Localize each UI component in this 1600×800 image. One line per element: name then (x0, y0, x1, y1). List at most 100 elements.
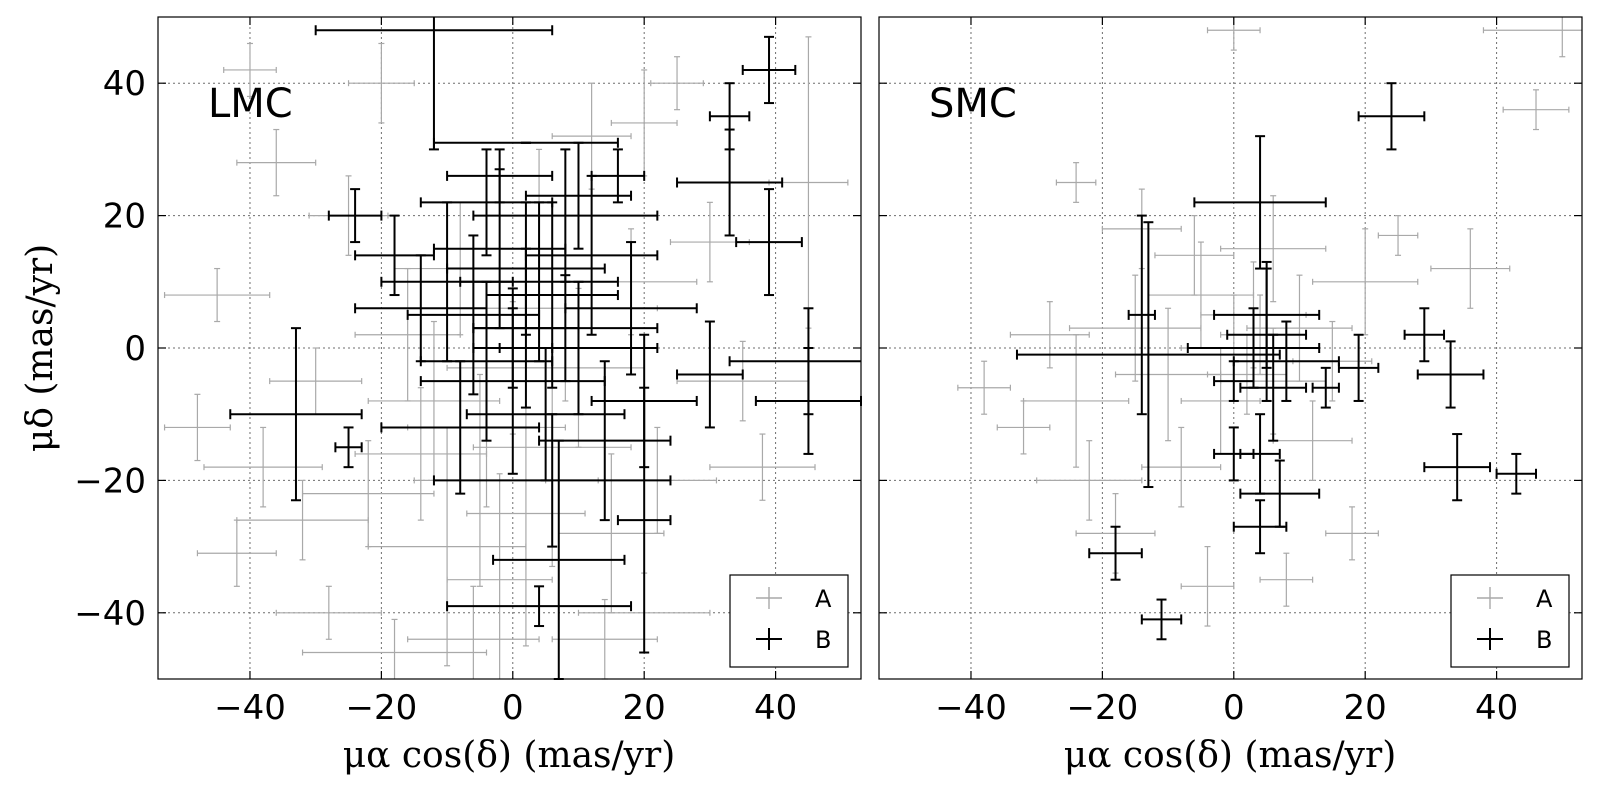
smc-legend-symbol-b (1477, 628, 1503, 650)
lmc-legend-label-a: A (815, 585, 832, 613)
lmc-point-b-11 (676, 320, 744, 429)
lmc-y-tick-label: 0 (124, 329, 146, 369)
lmc-point-b-8 (334, 426, 363, 469)
lmc-point-a-1 (236, 128, 317, 197)
smc-point-a-20 (1180, 545, 1235, 627)
smc-x-tick-label: 20 (1344, 688, 1387, 728)
smc-point-b-0 (1357, 82, 1426, 151)
lmc-point-a-38 (163, 393, 231, 462)
smc-point-a-1 (996, 400, 1051, 455)
lmc-point-b-26 (446, 585, 633, 628)
lmc-x-tick-label: 40 (754, 688, 797, 728)
lmc-point-b-15 (406, 234, 541, 396)
lmc-point-b-2 (741, 35, 797, 105)
smc-legend: A B (1450, 574, 1570, 668)
lmc-point-b-39 (472, 274, 659, 383)
smc-x-tick-label: 40 (1475, 688, 1518, 728)
smc-point-b-12 (1495, 452, 1538, 495)
smc-point-a-22 (1325, 506, 1379, 561)
lmc-legend-symbol-b (756, 628, 782, 650)
lmc-point-b-10 (728, 307, 861, 416)
smc-x-tick-label: 0 (1223, 688, 1245, 728)
lmc-panel: −40 −20 0 20 40 −40 −20 0 20 40 LMC A B (74, 16, 862, 728)
lmc-point-a-26 (709, 433, 816, 501)
smc-point-a-3 (1068, 274, 1202, 382)
smc-point-a-19 (1036, 440, 1143, 521)
smc-point-b-16 (1232, 499, 1288, 555)
lmc-ticks: −40 −20 0 20 40 −40 −20 0 20 40 (74, 17, 861, 728)
lmc-x-tick-label: 0 (502, 688, 524, 728)
smc-ticks: −40 −20 0 20 40 (879, 17, 1582, 728)
smc-grid (879, 17, 1582, 679)
lmc-point-a-3 (163, 267, 271, 323)
smc-legend-box (1450, 574, 1570, 668)
smc-point-a-24 (1154, 215, 1235, 296)
smc-point-b-9 (1403, 307, 1446, 363)
lmc-point-b-4 (676, 128, 784, 237)
smc-point-b-18 (1088, 525, 1143, 581)
lmc-point-a-16 (301, 440, 435, 548)
smc-point-a-12 (1312, 228, 1419, 336)
smc-legend-label-b: B (1536, 626, 1552, 654)
lmc-point-b-29 (564, 241, 698, 376)
lmc-point-b-34 (524, 141, 633, 250)
smc-legend-label-a: A (1536, 585, 1553, 613)
smc-point-a-21 (1259, 552, 1314, 607)
lmc-legend-symbol-a (756, 587, 782, 609)
smc-point-a-14 (1430, 228, 1511, 309)
smc-point-b-20 (1226, 267, 1308, 402)
lmc-x-tick-label: −40 (214, 688, 286, 728)
lmc-point-a-8 (301, 618, 488, 679)
smc-point-a-17 (1055, 162, 1097, 203)
smc-point-b-17 (1213, 360, 1255, 402)
lmc-point-b-30 (590, 148, 646, 204)
lmc-y-tick-label: 40 (103, 64, 146, 104)
lmc-point-b-40 (419, 280, 554, 442)
smc-point-b-19 (1140, 598, 1183, 641)
lmc-point-b-14 (472, 148, 659, 283)
lmc-legend-box (729, 574, 849, 668)
lmc-point-b-38 (446, 201, 606, 336)
smc-plot-frame (878, 16, 1583, 680)
lmc-legend: A B (729, 574, 849, 668)
smc-point-a-29 (957, 360, 1012, 415)
lmc-point-a-24 (650, 56, 704, 111)
lmc-point-b-6 (327, 188, 383, 244)
lmc-series-b (229, 17, 862, 680)
lmc-point-a-5 (203, 426, 323, 508)
lmc-legend-label-b: B (815, 626, 831, 654)
smc-point-a-16 (1482, 17, 1582, 58)
y-axis-title: μδ (mas/yr) (20, 244, 61, 452)
lmc-point-b-1 (432, 137, 619, 148)
smc-point-a-15 (1502, 89, 1570, 131)
smc-point-b-14 (1239, 413, 1281, 495)
smc-point-b-11 (1423, 433, 1492, 502)
smc-panel-label: SMC (929, 81, 1017, 127)
lmc-point-a-36 (236, 479, 369, 561)
lmc-point-b-5 (735, 188, 803, 297)
lmc-point-a-11 (446, 473, 553, 679)
lmc-point-b-31 (590, 333, 698, 469)
lmc-x-tick-label: 20 (623, 688, 666, 728)
lmc-point-b-27 (492, 439, 626, 680)
lmc-y-tick-label: 20 (103, 197, 146, 237)
lmc-y-tick-label: −40 (74, 594, 146, 634)
lmc-point-a-34 (407, 585, 540, 679)
smc-point-a-27 (1141, 426, 1222, 508)
smc-x-tick-label: −40 (935, 688, 1007, 728)
smc-point-a-10 (1246, 274, 1353, 382)
smc-point-b-10 (1416, 340, 1485, 409)
lmc-point-b-35 (354, 214, 435, 297)
lmc-point-a-30 (354, 387, 488, 521)
lmc-x-axis-title: μα cos(δ) (mas/yr) (343, 735, 676, 776)
smc-point-a-2 (1022, 334, 1130, 468)
lmc-x-tick-label: −20 (346, 688, 418, 728)
smc-point-b-2 (1127, 214, 1156, 416)
smc-panel: −40 −20 0 20 40 SMC A B (878, 16, 1583, 728)
smc-point-a-25 (1220, 195, 1327, 303)
smc-legend-symbol-a (1477, 587, 1503, 609)
lmc-point-a-0 (223, 42, 277, 98)
lmc-point-b-37 (465, 347, 626, 482)
lmc-panel-label: LMC (208, 81, 293, 127)
